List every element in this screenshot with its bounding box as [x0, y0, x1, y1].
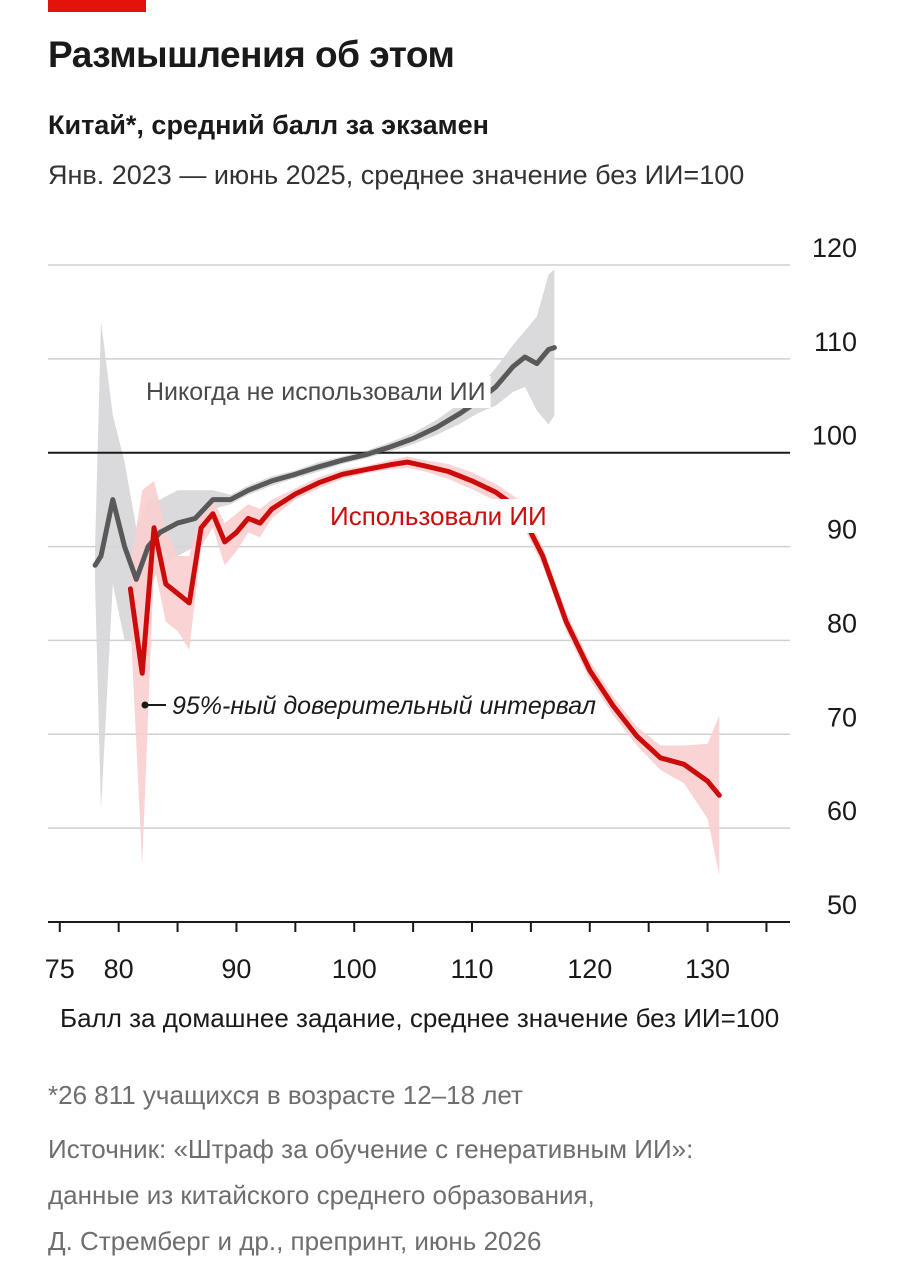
y-tick-label-60: 60 [827, 796, 857, 826]
label-never-halo [141, 376, 491, 408]
footnote-source-3: Д. Стремберг и др., препринт, июнь 2026 [48, 1226, 542, 1256]
ci-band-never-used-ai [95, 269, 555, 810]
x-tick-label-110: 110 [450, 954, 493, 984]
x-tick-label-75: 75 [45, 954, 75, 984]
series-line-never-used-ai [92, 345, 557, 582]
x-axis: 75 80 90 100 110 120 130 [45, 921, 790, 984]
y-tick-label-100: 100 [812, 421, 857, 451]
x-tick-label-130: 130 [685, 954, 730, 984]
x-tick-label-120: 120 [567, 954, 612, 984]
series-lines [92, 345, 722, 798]
chart-title: Китай*, средний балл за экзамен [48, 110, 489, 140]
y-tick-label-50: 50 [827, 890, 857, 920]
series-label-used-ai: Использовали ИИ [330, 501, 547, 531]
y-tick-label-120: 120 [812, 233, 857, 263]
headline: Размышления об этом [48, 34, 455, 75]
chart-subtitle: Янв. 2023 — июнь 2025, среднее значение … [48, 160, 745, 190]
y-tick-label-110: 110 [814, 327, 857, 357]
footnote-source-2: данные из китайского среднего образовани… [48, 1180, 595, 1210]
accent-bar [48, 0, 146, 12]
x-tick-label-90: 90 [221, 954, 251, 984]
y-tick-labels: 50 60 70 80 90 100 110 120 [812, 233, 857, 920]
y-tick-label-90: 90 [827, 515, 857, 545]
footnote-sample: *26 811 учащихся в возрасте 12–18 лет [48, 1080, 523, 1110]
annotations: Никогда не использовали ИИ Использовали … [141, 376, 596, 720]
y-tick-label-70: 70 [827, 702, 857, 732]
x-tick-label-80: 80 [104, 954, 134, 984]
series-line-used-ai [127, 459, 722, 798]
series-label-never-used-ai: Никогда не использовали ИИ [146, 378, 486, 406]
footnote-source: Источник: «Штраф за обучение с генератив… [48, 1134, 694, 1164]
x-tick-label-100: 100 [332, 954, 377, 984]
exam-score-chart: 50 60 70 80 90 100 110 120 75 80 90 100 110 120 130 Н… [45, 233, 857, 1033]
y-tick-label-80: 80 [827, 608, 857, 638]
x-axis-label: Балл за домашнее задание, среднее значен… [60, 1003, 779, 1033]
ci-annotation-label: 95%-ный доверительный интервал [172, 692, 596, 720]
label-used-halo [325, 499, 552, 533]
confidence-bands [95, 269, 720, 876]
